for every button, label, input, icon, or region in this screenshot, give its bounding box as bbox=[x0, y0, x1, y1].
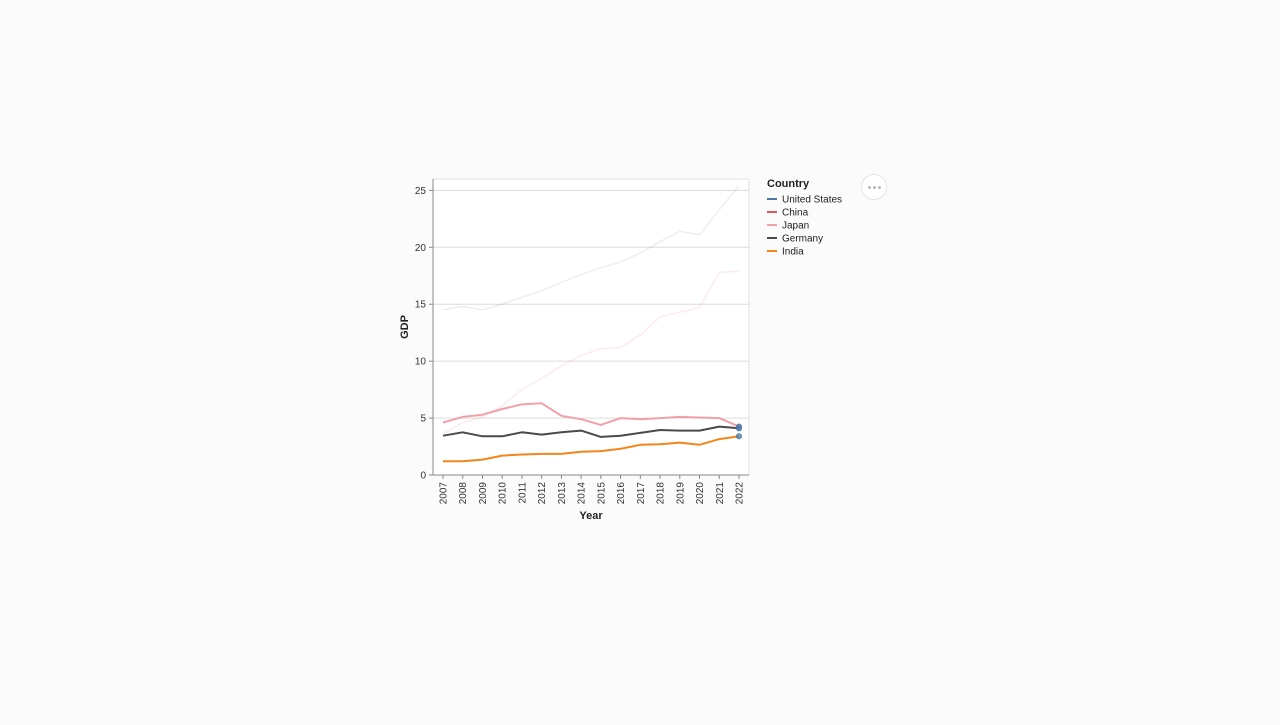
y-tick-label: 10 bbox=[415, 357, 427, 368]
more-dots-icon bbox=[868, 186, 871, 189]
y-tick-label: 25 bbox=[415, 186, 427, 197]
legend-label: United States bbox=[782, 195, 842, 206]
x-tick-label: 2011 bbox=[517, 482, 528, 504]
x-tick-label: 2014 bbox=[577, 482, 588, 505]
x-tick-label: 2009 bbox=[478, 482, 489, 505]
series-line-germany bbox=[442, 425, 740, 438]
end-points bbox=[736, 423, 742, 440]
x-tick-label: 2018 bbox=[656, 482, 667, 505]
x-tick-label: 2022 bbox=[735, 482, 746, 505]
x-tick-label: 2013 bbox=[557, 482, 568, 505]
end-point-germany bbox=[736, 425, 742, 432]
end-point-india bbox=[736, 433, 742, 440]
legend-title: Country bbox=[767, 178, 810, 190]
chart-actions-menu-button[interactable] bbox=[861, 174, 887, 200]
x-tick-label: 2012 bbox=[537, 482, 548, 505]
x-tick-label: 2017 bbox=[636, 482, 647, 505]
x-tick-label: 2019 bbox=[675, 482, 686, 505]
y-axis-title: GDP bbox=[399, 315, 411, 339]
legend-label: Germany bbox=[782, 234, 823, 245]
x-tick-label: 2020 bbox=[695, 482, 706, 505]
series-line-japan bbox=[442, 402, 740, 428]
y-tick-label: 0 bbox=[420, 471, 426, 482]
y-tick-label: 20 bbox=[415, 243, 427, 254]
series-lines bbox=[442, 185, 740, 463]
axes: GDP Year 0 5 10 15 20 25 2007 2008 2009 2010 2011 2… bbox=[399, 179, 749, 522]
x-tick-label: 2015 bbox=[596, 482, 607, 505]
x-axis-title: Year bbox=[579, 510, 603, 522]
y-tick-label: 15 bbox=[415, 300, 427, 311]
legend-label: China bbox=[782, 208, 809, 219]
x-tick-label: 2007 bbox=[439, 482, 450, 505]
series-line-united-states bbox=[442, 185, 740, 311]
x-tick-label: 2010 bbox=[498, 482, 509, 505]
series-line-india bbox=[443, 435, 740, 463]
more-dots-icon-dot bbox=[878, 186, 881, 189]
x-tick-label: 2021 bbox=[715, 482, 726, 505]
more-dots-icon-dot bbox=[873, 186, 876, 189]
legend-label: Japan bbox=[782, 221, 809, 232]
legend: Country United States China Japan Germany In… bbox=[767, 178, 842, 258]
plot-area bbox=[432, 178, 750, 476]
legend-label: India bbox=[782, 247, 804, 258]
y-tick-label: 5 bbox=[420, 414, 426, 425]
x-tick-label: 2016 bbox=[616, 482, 627, 505]
x-tick-label: 2008 bbox=[458, 482, 469, 505]
